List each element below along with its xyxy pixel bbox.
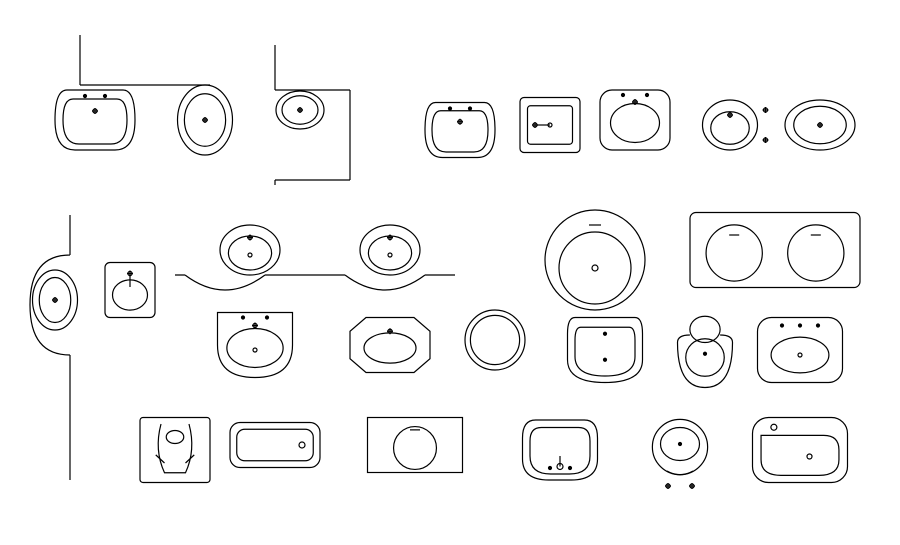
sink-symbols-diagram bbox=[0, 0, 900, 545]
